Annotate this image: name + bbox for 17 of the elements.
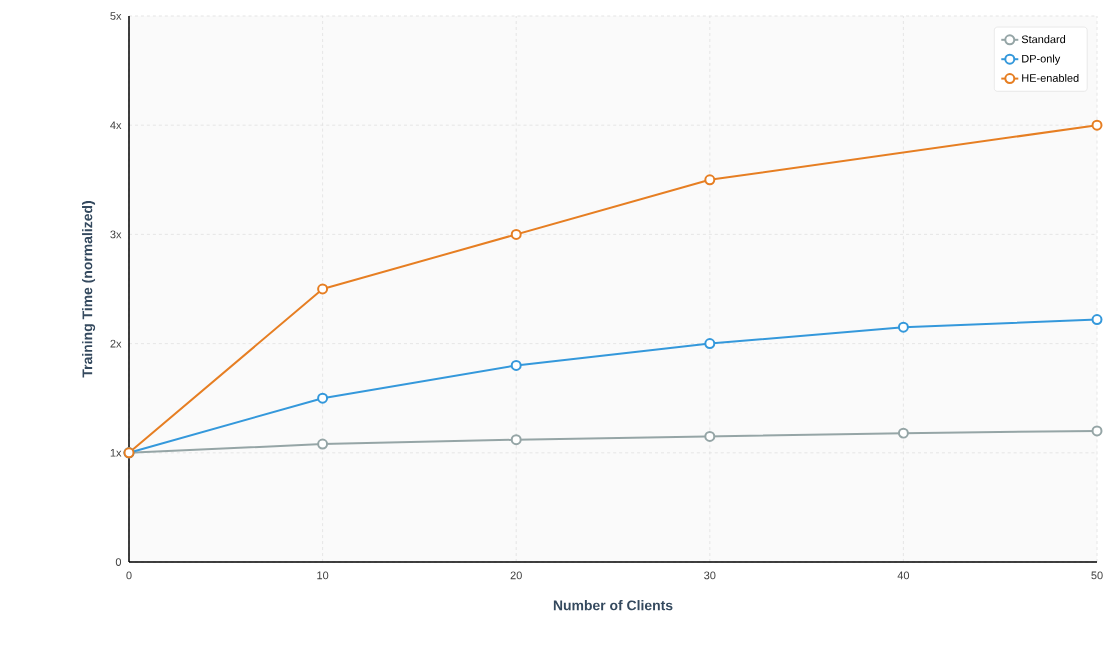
- x-tick-label: 50: [1091, 571, 1103, 580]
- x-tick-label: 20: [510, 571, 522, 580]
- y-axis-title: Training Time (normalized): [82, 201, 96, 378]
- x-axis-title: Number of Clients: [553, 600, 673, 611]
- legend-label: HE-enabled: [1022, 73, 1079, 82]
- legend-label: Standard: [1021, 35, 1066, 44]
- x-tick-label: 30: [704, 571, 716, 580]
- x-tick-label: 10: [317, 571, 329, 580]
- legend-label: DP-only: [1022, 54, 1061, 65]
- x-tick-label: 0: [126, 571, 132, 580]
- y-tick-label: 3x: [110, 230, 122, 239]
- y-tick-label: 5x: [110, 12, 122, 20]
- y-tick-label: 1x: [110, 449, 122, 457]
- y-tick-label: 2x: [110, 339, 122, 348]
- y-tick-label: 4x: [110, 121, 122, 129]
- x-tick-label: 40: [897, 571, 910, 580]
- y-tick-label: 0: [115, 558, 122, 566]
